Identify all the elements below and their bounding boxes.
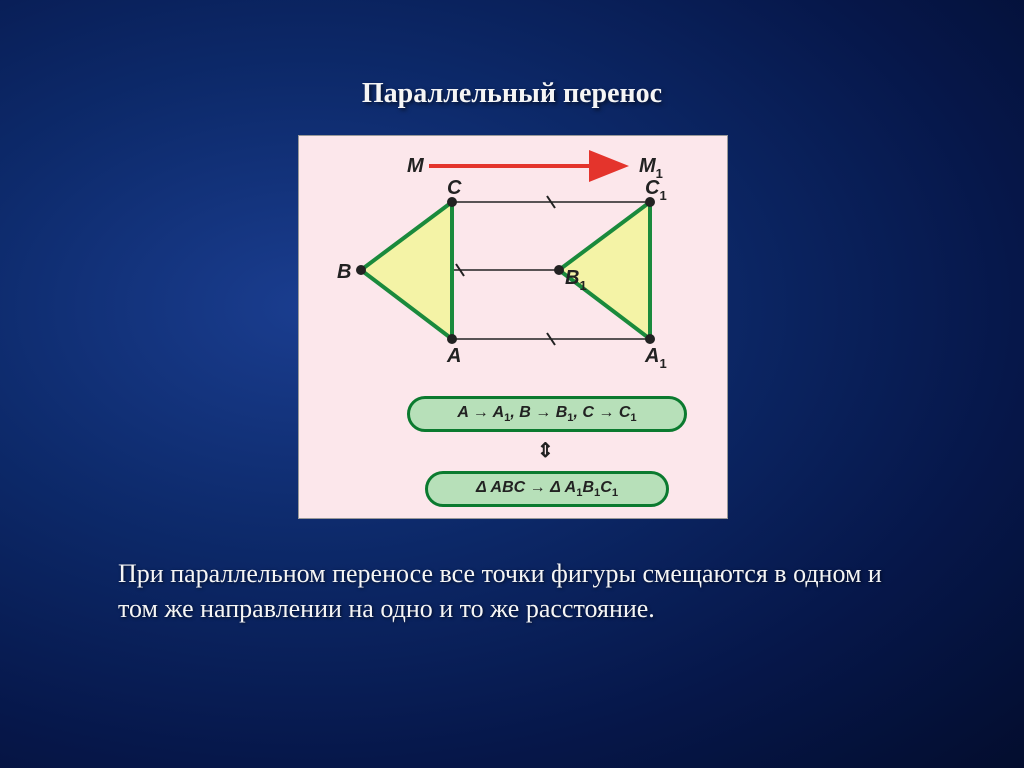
formula1-text: A → A1, B → B1, C → C1 xyxy=(457,404,636,424)
figure-panel: M M1 A B C A1 B1 C1 xyxy=(298,135,728,519)
slide-caption: При параллельном переносе все точки фигу… xyxy=(118,556,906,626)
slide-title: Параллельный перенос xyxy=(0,78,1024,110)
point-A xyxy=(447,334,457,344)
label-C: C xyxy=(447,177,462,199)
triangle-ABC xyxy=(361,202,452,339)
label-M: M xyxy=(407,155,425,177)
formula2-text: Δ ABC → Δ A1B1C1 xyxy=(476,479,618,499)
point-B xyxy=(356,265,366,275)
label-A1: A1 xyxy=(644,345,667,371)
label-A: A xyxy=(446,345,461,367)
formula-mapping-points: A → A1, B → B1, C → C1 xyxy=(407,396,687,432)
diagram-svg: M M1 A B C A1 B1 C1 xyxy=(307,144,719,374)
point-B1 xyxy=(554,265,564,275)
label-B: B xyxy=(337,261,351,283)
double-arrow-icon: ⇕ xyxy=(537,438,554,463)
formula-mapping-triangle: Δ ABC → Δ A1B1C1 xyxy=(425,471,669,507)
point-A1 xyxy=(645,334,655,344)
